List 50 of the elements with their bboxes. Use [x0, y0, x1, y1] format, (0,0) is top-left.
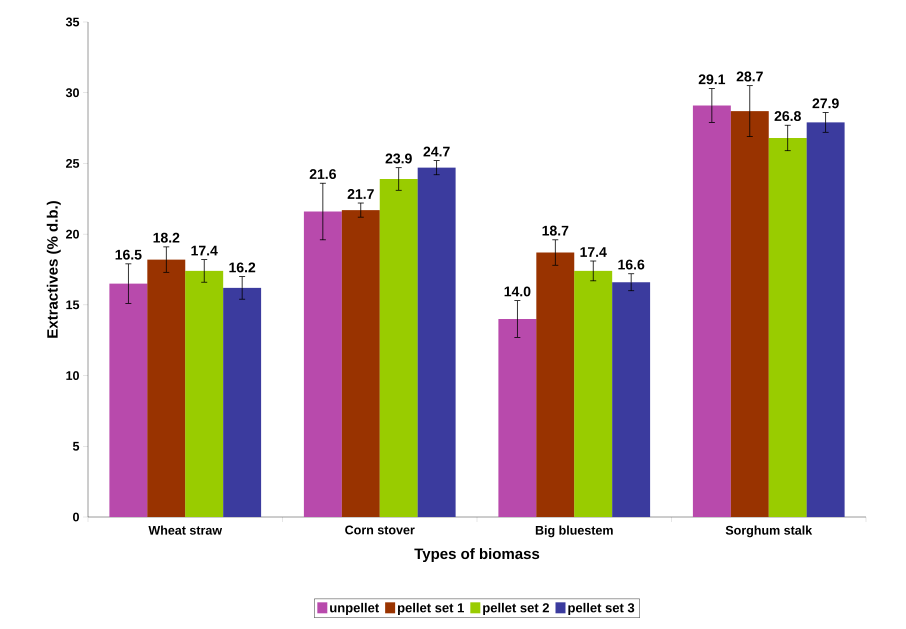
- bar: [223, 288, 262, 518]
- y-tick-label: 20: [66, 230, 79, 239]
- legend-label: pellet set 1: [398, 602, 464, 615]
- legend-label: pellet set 3: [568, 602, 634, 615]
- bar: [304, 212, 342, 518]
- data-label: 28.7: [736, 72, 763, 82]
- bar: [498, 319, 536, 518]
- data-label: 14.0: [504, 286, 530, 296]
- bar: [806, 122, 845, 518]
- bar: [418, 168, 456, 518]
- data-label: 21.7: [348, 189, 374, 199]
- data-label: 27.9: [812, 98, 839, 108]
- data-label: 29.1: [698, 74, 726, 84]
- y-tick-label: 10: [66, 371, 79, 380]
- bar: [536, 252, 574, 518]
- bar: [109, 284, 148, 518]
- data-label: 24.7: [424, 146, 450, 156]
- x-tick-label: Wheat straw: [148, 526, 222, 535]
- bar: [380, 178, 418, 518]
- legend-label: unpellet: [330, 602, 379, 615]
- bar: [612, 282, 650, 518]
- bar: [768, 138, 807, 518]
- data-label: 26.8: [774, 111, 801, 122]
- bar: [342, 210, 380, 518]
- y-tick-label: 30: [66, 88, 79, 98]
- data-label: 18.7: [542, 226, 568, 236]
- data-label: 16.6: [618, 260, 644, 270]
- y-axis-title: Extractives (% d.b.): [46, 201, 61, 338]
- bar: [185, 270, 224, 518]
- data-label: 17.4: [580, 247, 607, 257]
- data-label: 18.2: [154, 232, 180, 243]
- y-tick-label: 5: [72, 442, 80, 451]
- y-tick-label: 25: [66, 158, 80, 168]
- x-axis-title: Types of biomass: [414, 548, 540, 562]
- y-tick-label: 15: [66, 300, 80, 310]
- y-tick-label: 0: [73, 512, 79, 522]
- bar: [574, 270, 612, 518]
- bar: [147, 260, 186, 518]
- x-tick-label: Sorghum stalk: [726, 526, 812, 538]
- y-tick-label: 35: [66, 18, 80, 26]
- x-tick-label: Corn stover: [345, 526, 415, 534]
- data-label: 16.5: [116, 250, 142, 260]
- bar: [730, 111, 769, 518]
- data-label: 23.9: [386, 154, 412, 164]
- bar: [692, 105, 731, 518]
- data-label: 16.2: [229, 262, 256, 272]
- x-tick-label: Big bluestem: [536, 526, 613, 538]
- legend-label: pellet set 2: [483, 602, 549, 615]
- data-label: 21.6: [310, 169, 336, 180]
- data-label: 17.4: [191, 246, 218, 256]
